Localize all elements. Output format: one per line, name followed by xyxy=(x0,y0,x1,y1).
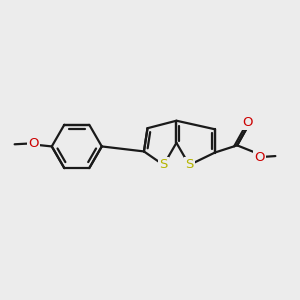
Text: O: O xyxy=(242,116,252,129)
Text: S: S xyxy=(159,158,168,172)
Text: S: S xyxy=(185,158,194,172)
Text: O: O xyxy=(28,137,38,150)
Text: O: O xyxy=(254,151,265,164)
